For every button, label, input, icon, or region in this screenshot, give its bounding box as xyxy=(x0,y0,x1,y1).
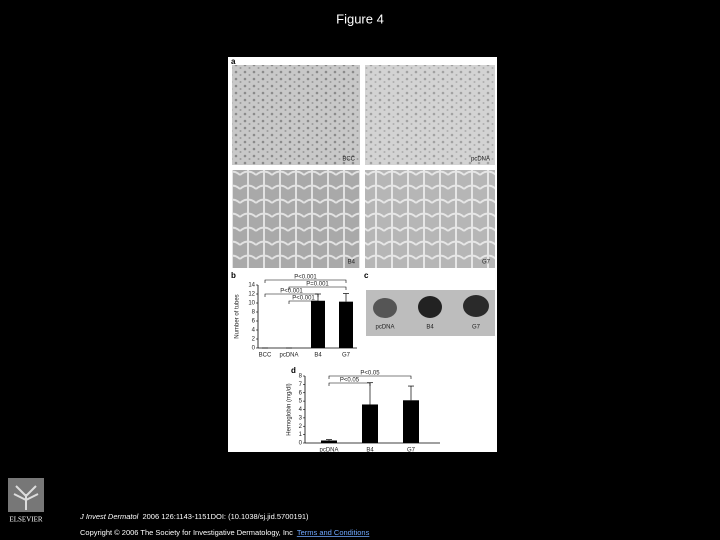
bracket xyxy=(288,286,347,290)
y-tick-label: 3 xyxy=(299,415,303,421)
sample-label: G7 xyxy=(472,325,481,331)
y-axis-label: Number of tubes xyxy=(235,294,241,338)
bar xyxy=(311,300,325,348)
y-tick-label: 2 xyxy=(252,337,256,343)
y-tick-label: 8 xyxy=(252,310,256,316)
image-label: G7 xyxy=(482,260,491,266)
x-tick-label: pcDNA xyxy=(279,353,298,359)
y-tick-label: 0 xyxy=(252,346,256,352)
bar xyxy=(403,400,419,443)
p-value: P=0.001 xyxy=(306,282,329,288)
panel-label: d xyxy=(291,366,296,375)
x-tick-label: pcDNA xyxy=(319,448,338,454)
y-tick-label: 6 xyxy=(252,319,256,325)
x-tick-label: G7 xyxy=(342,353,351,359)
bracket xyxy=(264,293,319,297)
citation: J Invest Dermatol 2006 126:1143-1151DOI:… xyxy=(79,512,309,521)
bracket xyxy=(328,375,412,379)
image-label: BCC xyxy=(342,157,355,163)
panel-label: c xyxy=(364,271,369,280)
y-axis-label: Hemoglobin (mg/dl) xyxy=(287,383,293,435)
image-label: B4 xyxy=(348,260,356,266)
bracket xyxy=(264,279,347,283)
p-value: P<0.001 xyxy=(292,296,315,302)
micrograph xyxy=(365,65,495,165)
sample-label: pcDNA xyxy=(375,325,394,331)
y-tick-label: 2 xyxy=(299,424,303,430)
y-tick-label: 5 xyxy=(299,399,303,405)
x-tick-label: B4 xyxy=(366,448,374,454)
bracket xyxy=(328,382,371,386)
slide-title: Figure 4 xyxy=(336,11,384,26)
bar xyxy=(339,301,353,348)
p-value: P<0.05 xyxy=(340,378,360,384)
y-tick-label: 4 xyxy=(299,407,303,413)
x-tick-label: BCC xyxy=(259,353,272,359)
y-tick-label: 0 xyxy=(299,441,303,447)
bar xyxy=(321,440,337,443)
logo-text: ELSEVIER xyxy=(9,516,42,524)
panel-label: b xyxy=(231,271,236,280)
y-tick-label: 6 xyxy=(299,390,303,396)
journal: J Invest Dermatol xyxy=(79,512,139,521)
plug xyxy=(373,298,397,318)
plug xyxy=(418,296,442,318)
bracket xyxy=(288,300,319,304)
bar xyxy=(362,404,378,443)
y-tick-label: 10 xyxy=(248,301,255,307)
panel-label: a xyxy=(231,57,236,66)
y-tick-label: 1 xyxy=(299,432,303,438)
y-tick-label: 12 xyxy=(248,292,255,298)
sample-label: B4 xyxy=(426,325,434,331)
x-tick-label: G7 xyxy=(407,448,416,454)
logo: ELSEVIER xyxy=(8,478,44,524)
y-tick-label: 7 xyxy=(299,382,303,388)
micrograph xyxy=(232,170,360,268)
y-tick-label: 8 xyxy=(299,374,303,380)
micrograph xyxy=(365,170,495,268)
micrograph xyxy=(232,65,360,165)
terms-link[interactable]: Terms and Conditions xyxy=(297,528,370,537)
x-tick-label: B4 xyxy=(314,353,322,359)
plug xyxy=(463,295,489,317)
y-tick-label: 4 xyxy=(252,328,256,334)
p-value: P<0.05 xyxy=(360,371,380,377)
image-label: pcDNA xyxy=(471,157,490,163)
p-value: P<0.001 xyxy=(294,275,317,281)
copyright: Copyright © 2006 The Society for Investi… xyxy=(80,528,370,537)
y-tick-label: 14 xyxy=(248,283,255,289)
citation-text: 2006 126:1143-1151DOI: (10.1038/sj.jid.5… xyxy=(142,512,309,521)
copyright-text: Copyright © 2006 The Society for Investi… xyxy=(80,528,293,537)
p-value: P<0.001 xyxy=(280,289,303,295)
